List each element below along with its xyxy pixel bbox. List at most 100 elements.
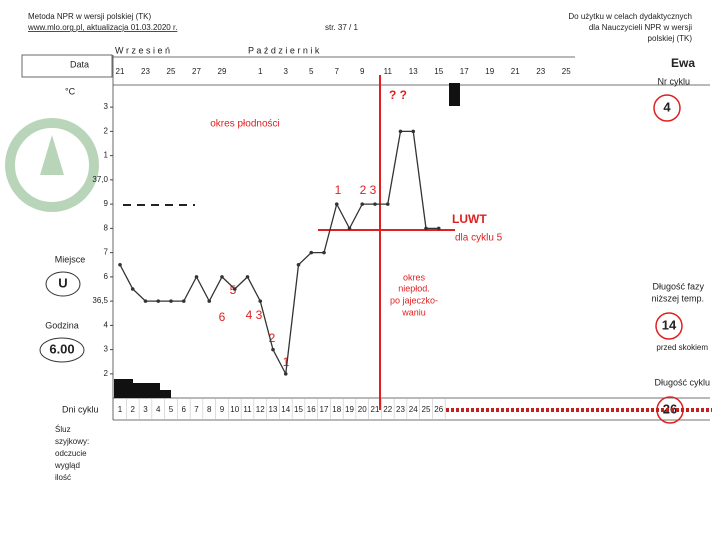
annotation: ? ? [389,88,407,102]
x-tick-label: 17 [320,405,329,414]
temperature-point [360,202,365,206]
label: ilość [55,473,71,482]
temperature-point [245,275,250,279]
temperature-point [143,299,148,303]
temperature-point [347,226,352,231]
temperature-point [283,372,288,376]
temperature-point [169,299,173,303]
x-tick-label: 2 [131,405,136,414]
temperature-point [424,226,428,231]
place: U [58,275,67,290]
label: Godzina [45,320,79,330]
temperature-point [220,275,224,279]
temperature-point [398,129,403,134]
annotation: okres płodności [210,119,279,130]
date-label: 29 [218,67,227,76]
date-label: 23 [536,67,545,76]
x-tick-label: 16 [307,405,316,414]
x-tick-label: 21 [371,405,380,414]
temperature-point [309,250,314,255]
bleeding [114,379,171,398]
label: Nr cyklu [657,76,690,86]
y-tick-label: 36,5 [92,296,108,305]
temperature-line [119,130,439,377]
cycle-len: 26 [663,401,677,416]
hour: 6.00 [49,341,74,356]
x-tick-label: 6 [182,405,187,414]
name: Ewa [671,56,695,70]
label: Miejsce [55,254,86,264]
y-tick-label: 9 [104,199,109,208]
temperature-point [436,226,441,231]
header-text: dla Nauczycieli NPR w wersji [589,23,692,32]
x-tick-label: 7 [194,405,199,414]
y-tick-label: 3 [104,102,109,111]
y-tick-label: 3 [104,345,109,354]
date-label: 23 [141,67,150,76]
annotation: niepłod. [398,283,430,293]
temperature-point [373,202,377,206]
label: °C [65,86,76,96]
annotation: po jajeczko- [390,295,438,305]
annotation: LUWT [452,212,487,226]
date-label: 15 [434,67,443,76]
x-tick-label: 18 [332,405,341,414]
annotation: waniu [401,307,426,317]
date-label: 21 [511,67,520,76]
date-label: 11 [384,67,393,76]
temperature-point [322,250,326,255]
label: niższej temp. [651,293,704,303]
cycle-no: 4 [663,99,671,114]
header-text: str. 37 / 1 [325,23,358,32]
count-label: 5 [230,283,237,297]
count-label: 6 [219,310,226,324]
label: Śluz [55,425,71,434]
date-label: 27 [192,67,201,76]
table-lines [21,54,710,421]
x-tick-label: 12 [256,405,265,414]
date-label: 13 [409,67,418,76]
date-label: 9 [360,67,365,76]
ring [655,312,683,340]
temperature-point [385,202,390,206]
month: P a ź d z i e r n i k [248,45,320,55]
header-text: Metoda NPR w wersji polskiej (TK) [28,12,151,21]
y-tick-label: 4 [104,320,109,329]
label: Długość cyklu [654,377,710,387]
temperature-point [181,299,186,303]
label: szyjkowy: [55,437,89,446]
x-tick-label: 19 [345,405,354,414]
x-tick-label: 4 [156,405,161,414]
date-label: 19 [485,67,494,76]
header-text: polskiej (TK) [648,34,693,43]
date-label: 21 [116,67,125,76]
y-tick-label: 1 [104,151,109,160]
date-label: 17 [460,67,469,76]
x-tick-label: 23 [396,405,405,414]
temperature-point [411,129,416,134]
temperature-point [118,262,122,267]
annotation: okres [403,272,426,282]
month: W r z e s i e ń [115,45,170,55]
phase-len: 14 [662,317,677,332]
hour-oval [39,337,85,363]
y-tick-label: 7 [104,248,109,257]
x-tick-label: 13 [269,405,278,414]
y-tick-label: 6 [104,272,109,281]
date-label: 1 [258,67,263,76]
temperature-point [130,287,135,291]
count-label: 2 [269,331,276,345]
x-tick-label: 15 [294,405,303,414]
y-tick-label: 8 [104,223,109,232]
label: Data [70,59,89,69]
temperature-point [156,299,161,303]
annotation: dla cyklu 5 [455,233,503,244]
y-tick-label: 2 [104,126,109,135]
temperature-point [207,299,212,303]
label: wygląd [54,461,80,470]
x-tick-label: 14 [281,405,290,414]
x-tick-label: 1 [118,405,123,414]
y-tick-label: 37,0 [92,175,108,184]
temperature-point [296,262,301,267]
